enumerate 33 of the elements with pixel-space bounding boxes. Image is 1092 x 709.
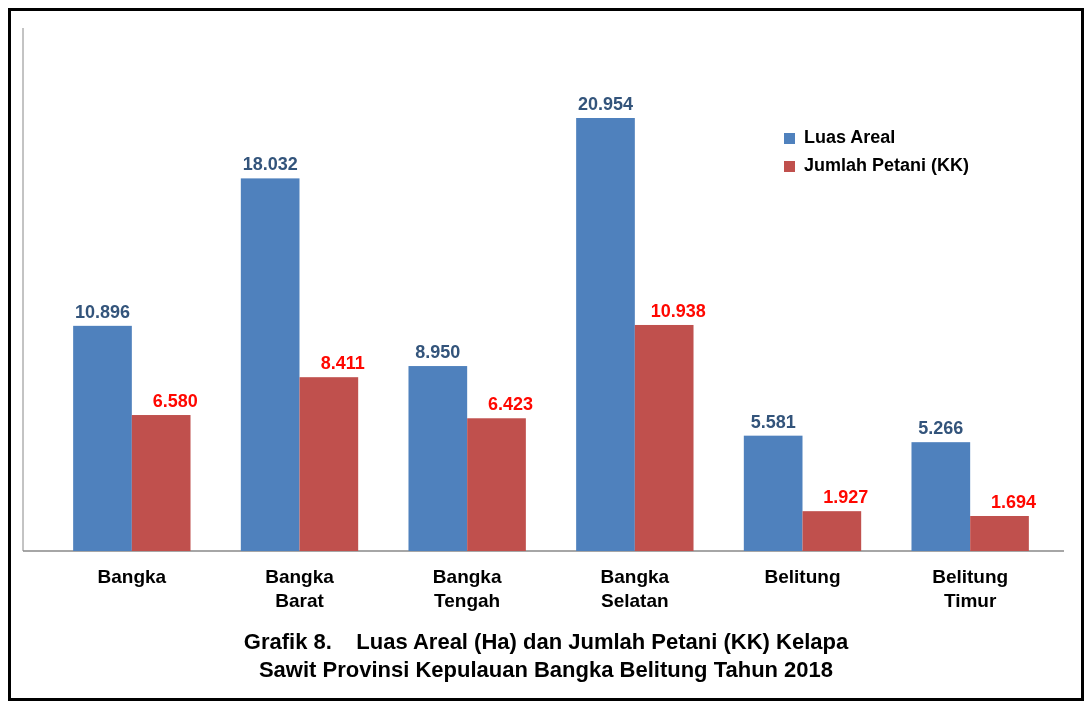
- x-tick-label: Belitung Timur: [932, 566, 1009, 611]
- data-label: 6.580: [152, 391, 198, 412]
- legend-label: Luas Areal: [804, 127, 896, 147]
- data-label: 8.411: [320, 353, 365, 374]
- bar: [634, 324, 694, 551]
- x-tick-label: Bangka Tengah: [432, 566, 502, 611]
- data-label: 8.950: [415, 342, 461, 363]
- legend-label: Jumlah Petani (KK): [804, 155, 970, 175]
- bar: [970, 516, 1029, 551]
- text: Grafik 8. Luas Areal (Ha) dan Jumlah Petani (KK) Kelapa Sawit Provinsi Kepulauan Bangka Belitung Tahun 2018: [243, 629, 849, 682]
- data-label: 18.032: [242, 154, 298, 175]
- bar: [131, 415, 191, 551]
- bar: [73, 325, 132, 551]
- bar: [467, 418, 526, 551]
- bar: [802, 511, 862, 551]
- bar: [576, 118, 635, 551]
- x-tick-label: Bangka Selatan: [600, 566, 670, 611]
- bar: [911, 442, 971, 551]
- data-label: 1.694: [990, 491, 1037, 512]
- data-label: 20.954: [577, 94, 634, 114]
- x-tick-label: Bangka Barat: [265, 566, 335, 611]
- data-label: 10.938: [650, 300, 706, 321]
- data-label: 1.927: [823, 487, 869, 508]
- bar: [240, 178, 300, 551]
- bar: [299, 377, 359, 551]
- data-label: 6.423: [487, 394, 534, 415]
- data-label: 5.581: [750, 411, 796, 432]
- x-tick-label: Bangka: [97, 566, 167, 587]
- bar: [408, 366, 468, 551]
- data-label: 5.266: [918, 418, 964, 439]
- x-tick-label: Belitung: [764, 566, 841, 587]
- bar: [743, 435, 803, 551]
- data-label: 10.896: [74, 301, 131, 322]
